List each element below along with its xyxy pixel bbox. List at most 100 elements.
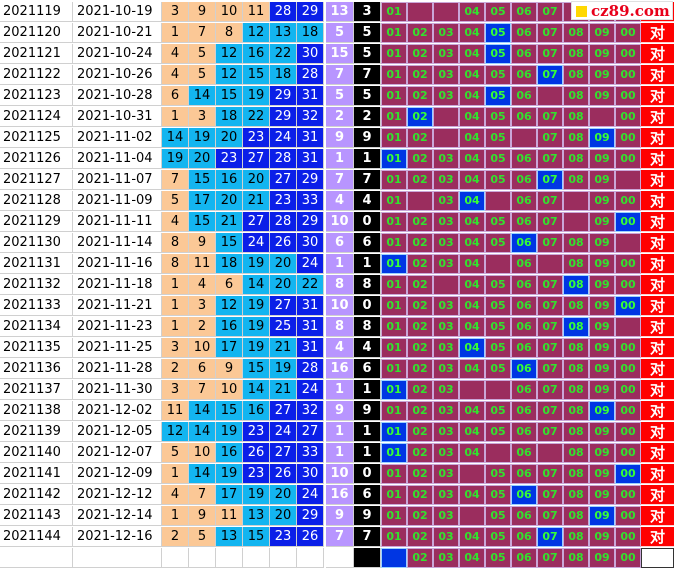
trend-cell: 04 (459, 65, 485, 85)
trend-cell: 08 (563, 506, 589, 526)
red-ball-number: 20 (189, 149, 216, 169)
sum-value: 9 (326, 506, 354, 526)
trend-cell: 08 (563, 170, 589, 190)
trend-cell: 01 (381, 317, 407, 337)
trend-cell: 07 (537, 506, 563, 526)
trend-cell: 05 (485, 128, 511, 148)
table-row: 2021129 2021-11-11 4 15 21 27 28 29 10 0 01 02 03 04 0… (0, 212, 674, 233)
tail-value: 5 (354, 86, 381, 106)
table-row: 2021142 2021-12-12 4 7 17 19 20 24 16 6 01 02 03 04 05… (0, 485, 674, 506)
draw-date: 2021-12-14 (73, 506, 162, 526)
red-ball-number: 23 (216, 149, 243, 169)
trend-cell (511, 128, 537, 148)
trend-cell-highlight: 05 (485, 86, 511, 106)
tail-value: 3 (354, 2, 381, 22)
trend-cell: 00 (615, 149, 641, 169)
issue-number: 2021132 (0, 275, 73, 295)
tail-value: 5 (354, 44, 381, 64)
trend-cell: 01 (381, 527, 407, 547)
table-row: 2021125 2021-11-02 14 19 20 23 24 31 9 9 01 02 04 05 0… (0, 128, 674, 149)
result-mark: 对 (641, 233, 674, 253)
trend-cell: 02 (407, 485, 433, 505)
red-ball-number: 14 (189, 86, 216, 106)
red-ball-number: 20 (270, 254, 297, 274)
red-ball-number: 27 (243, 149, 270, 169)
trend-cell: 00 (615, 359, 641, 379)
red-ball-number: 19 (243, 485, 270, 505)
trend-cell: 00 (615, 65, 641, 85)
result-mark: 对 (641, 65, 674, 85)
trend-cell: 08 (563, 422, 589, 442)
sum-value: 6 (326, 233, 354, 253)
red-ball-number: 19 (162, 149, 189, 169)
trend-cell: 01 (381, 359, 407, 379)
trend-cell: 03 (433, 233, 459, 253)
site-logo: cz89.com (571, 1, 673, 20)
trend-cell: 00 (615, 44, 641, 64)
red-ball-number: 21 (270, 380, 297, 400)
tail-value: 1 (354, 380, 381, 400)
draw-date: 2021-11-23 (73, 317, 162, 337)
trend-cell (485, 443, 511, 463)
red-ball-number (162, 548, 189, 568)
red-ball-number: 32 (297, 107, 324, 127)
trend-cell: 00 (615, 338, 641, 358)
red-ball-number (297, 548, 324, 568)
red-ball-number: 30 (297, 464, 324, 484)
red-ball-number: 4 (162, 212, 189, 232)
result-mark: 对 (641, 212, 674, 232)
result-mark: 对 (641, 422, 674, 442)
red-ball-number: 4 (162, 485, 189, 505)
trend-cell: 06 (511, 422, 537, 442)
trend-cell: 01 (381, 233, 407, 253)
trend-cell: 00 (615, 107, 641, 127)
red-ball-number: 28 (297, 65, 324, 85)
red-ball-number: 14 (243, 275, 270, 295)
red-ball-number: 33 (297, 443, 324, 463)
trend-cell: 05 (485, 170, 511, 190)
trend-cell-highlight: 07 (537, 170, 563, 190)
red-ball-number: 28 (270, 149, 297, 169)
trend-cell-highlight: 05 (485, 23, 511, 43)
red-ball-number: 3 (162, 380, 189, 400)
result-mark: 对 (641, 464, 674, 484)
trend-cell: 04 (459, 527, 485, 547)
red-ball-number: 2 (162, 359, 189, 379)
red-ball-number: 1 (162, 506, 189, 526)
trend-cell: 02 (407, 380, 433, 400)
trend-cell: 03 (433, 338, 459, 358)
red-ball-number: 19 (270, 359, 297, 379)
red-ball-number: 23 (243, 422, 270, 442)
trend-cell: 09 (589, 443, 615, 463)
red-ball-number: 30 (297, 233, 324, 253)
tail-value: 7 (354, 170, 381, 190)
trend-cell: 06 (511, 86, 537, 106)
red-ball-number: 23 (270, 527, 297, 547)
trend-cell: 00 (615, 128, 641, 148)
red-ball-number: 19 (189, 128, 216, 148)
trend-cell-highlight: 07 (537, 65, 563, 85)
trend-cell: 07 (537, 128, 563, 148)
red-ball-number: 10 (216, 2, 243, 22)
red-ball-number: 24 (270, 422, 297, 442)
result-mark: 对 (641, 44, 674, 64)
tail-value: 6 (354, 485, 381, 505)
table-row: 2021120 2021-10-21 1 7 8 12 13 18 5 5 01 02 03 04 05 06… (0, 23, 674, 44)
red-ball-number: 18 (216, 107, 243, 127)
trend-cell: 00 (615, 443, 641, 463)
trend-cell: 03 (433, 212, 459, 232)
trend-cell: 02 (407, 128, 433, 148)
trend-cell: 04 (459, 107, 485, 127)
trend-cell: 04 (459, 401, 485, 421)
tail-value: 0 (354, 464, 381, 484)
trend-cell: 05 (485, 359, 511, 379)
draw-date: 2021-12-05 (73, 422, 162, 442)
table-row: 2021140 2021-12-07 5 10 16 26 27 33 1 1 01 02 03 04 06… (0, 443, 674, 464)
tail-value: 9 (354, 401, 381, 421)
sum-value: 7 (326, 527, 354, 547)
trend-cell: 01 (381, 275, 407, 295)
trend-cell: 05 (485, 275, 511, 295)
draw-date: 2021-11-18 (73, 275, 162, 295)
red-ball-number: 29 (297, 506, 324, 526)
trend-cell: 06 (511, 401, 537, 421)
